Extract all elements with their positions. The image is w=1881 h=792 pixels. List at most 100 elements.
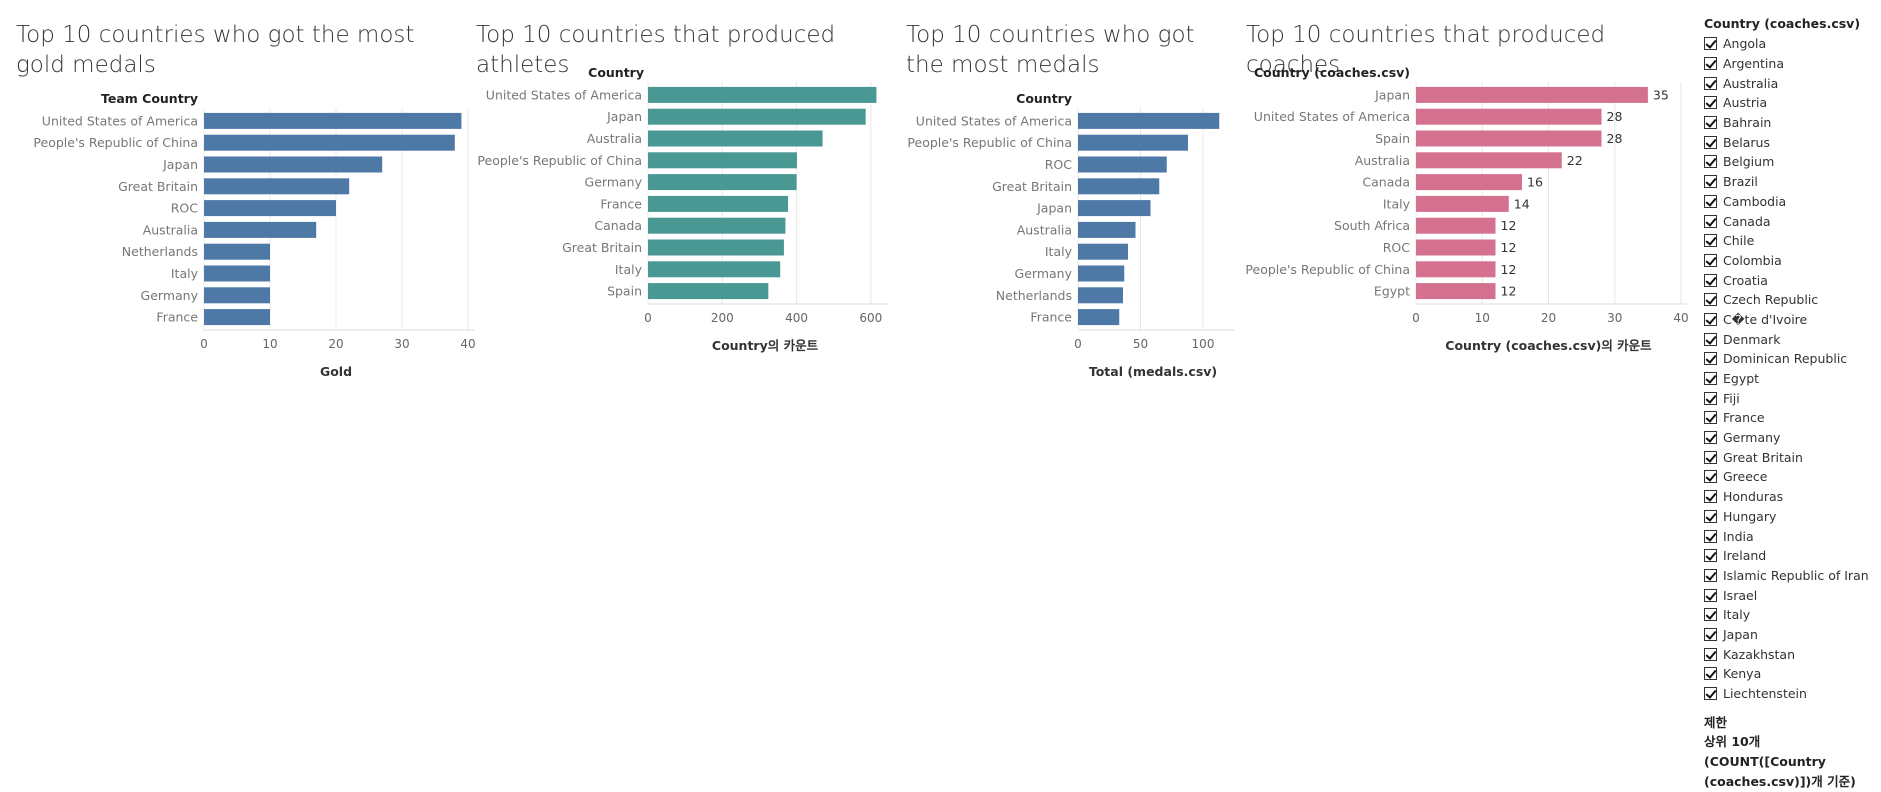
bar[interactable] (204, 178, 350, 195)
bar[interactable] (204, 243, 270, 260)
checkbox-checked-icon[interactable] (1704, 529, 1717, 543)
filter-item[interactable]: India (1704, 526, 1881, 546)
filter-item[interactable]: Kazakhstan (1704, 644, 1881, 664)
filter-item[interactable]: Cambodia (1704, 192, 1881, 212)
filter-item[interactable]: Dominican Republic (1704, 349, 1881, 369)
bar[interactable] (1078, 243, 1128, 260)
bar[interactable] (1078, 265, 1125, 282)
bar[interactable] (1078, 309, 1120, 326)
bar[interactable] (1416, 261, 1496, 278)
bar[interactable] (648, 239, 784, 256)
bar[interactable] (1416, 195, 1509, 212)
filter-item[interactable]: Australia (1704, 73, 1881, 93)
filter-item[interactable]: Israel (1704, 585, 1881, 605)
filter-item[interactable]: Colombia (1704, 251, 1881, 271)
filter-item[interactable]: Japan (1704, 625, 1881, 645)
checkbox-checked-icon[interactable] (1704, 135, 1717, 149)
checkbox-checked-icon[interactable] (1704, 155, 1717, 169)
bar[interactable] (648, 261, 781, 278)
filter-item[interactable]: Belarus (1704, 132, 1881, 152)
bar[interactable] (1416, 174, 1522, 191)
filter-item[interactable]: Fiji (1704, 388, 1881, 408)
checkbox-checked-icon[interactable] (1704, 411, 1717, 425)
bar[interactable] (204, 287, 270, 304)
bar[interactable] (1416, 239, 1496, 256)
filter-item[interactable]: Denmark (1704, 329, 1881, 349)
checkbox-checked-icon[interactable] (1704, 490, 1717, 504)
checkbox-checked-icon[interactable] (1704, 568, 1717, 582)
bar[interactable] (1078, 178, 1160, 195)
checkbox-checked-icon[interactable] (1704, 549, 1717, 563)
filter-item[interactable]: Bahrain (1704, 113, 1881, 133)
bar[interactable] (648, 217, 786, 234)
checkbox-checked-icon[interactable] (1704, 253, 1717, 267)
filter-item[interactable]: Angola (1704, 34, 1881, 54)
filter-item[interactable]: Ireland (1704, 546, 1881, 566)
filter-item[interactable]: Liechtenstein (1704, 684, 1881, 704)
bar[interactable] (1416, 86, 1648, 103)
bar[interactable] (204, 200, 336, 217)
bar[interactable] (648, 195, 789, 212)
filter-item[interactable]: Italy (1704, 605, 1881, 625)
checkbox-checked-icon[interactable] (1704, 96, 1717, 110)
bar[interactable] (1078, 156, 1167, 173)
bar[interactable] (204, 134, 455, 151)
bar[interactable] (1078, 134, 1188, 151)
checkbox-checked-icon[interactable] (1704, 57, 1717, 71)
checkbox-checked-icon[interactable] (1704, 470, 1717, 484)
filter-item[interactable]: Canada (1704, 211, 1881, 231)
filter-item[interactable]: Croatia (1704, 270, 1881, 290)
bar[interactable] (648, 283, 769, 300)
checkbox-checked-icon[interactable] (1704, 647, 1717, 661)
filter-item[interactable]: Belgium (1704, 152, 1881, 172)
checkbox-checked-icon[interactable] (1704, 332, 1717, 346)
checkbox-checked-icon[interactable] (1704, 391, 1717, 405)
checkbox-checked-icon[interactable] (1704, 214, 1717, 228)
checkbox-checked-icon[interactable] (1704, 509, 1717, 523)
checkbox-checked-icon[interactable] (1704, 352, 1717, 366)
checkbox-checked-icon[interactable] (1704, 175, 1717, 189)
filter-item[interactable]: Brazil (1704, 172, 1881, 192)
bar[interactable] (1416, 152, 1562, 169)
checkbox-checked-icon[interactable] (1704, 687, 1717, 701)
checkbox-checked-icon[interactable] (1704, 76, 1717, 90)
bar[interactable] (1078, 200, 1151, 217)
filter-item[interactable]: Germany (1704, 428, 1881, 448)
checkbox-checked-icon[interactable] (1704, 312, 1717, 326)
filter-item[interactable]: Czech Republic (1704, 290, 1881, 310)
bar[interactable] (648, 174, 797, 191)
bar[interactable] (204, 265, 270, 282)
bar[interactable] (1416, 130, 1602, 147)
checkbox-checked-icon[interactable] (1704, 293, 1717, 307)
filter-item[interactable]: Argentina (1704, 54, 1881, 74)
checkbox-checked-icon[interactable] (1704, 116, 1717, 130)
bar[interactable] (648, 86, 877, 103)
filter-item[interactable]: Islamic Republic of Iran (1704, 566, 1881, 586)
bar[interactable] (204, 156, 383, 173)
checkbox-checked-icon[interactable] (1704, 431, 1717, 445)
filter-item[interactable]: Chile (1704, 231, 1881, 251)
checkbox-checked-icon[interactable] (1704, 194, 1717, 208)
filter-item[interactable]: C�te d'Ivoire (1704, 310, 1881, 330)
filter-item[interactable]: Greece (1704, 467, 1881, 487)
bar[interactable] (1078, 221, 1136, 238)
filter-item[interactable]: Hungary (1704, 507, 1881, 527)
bar[interactable] (648, 130, 823, 147)
bar[interactable] (204, 221, 317, 238)
bar[interactable] (648, 152, 797, 169)
filter-item[interactable]: Great Britain (1704, 447, 1881, 467)
checkbox-checked-icon[interactable] (1704, 450, 1717, 464)
checkbox-checked-icon[interactable] (1704, 667, 1717, 681)
filter-item[interactable]: Kenya (1704, 664, 1881, 684)
filter-item[interactable]: Egypt (1704, 369, 1881, 389)
checkbox-checked-icon[interactable] (1704, 234, 1717, 248)
checkbox-checked-icon[interactable] (1704, 627, 1717, 641)
checkbox-checked-icon[interactable] (1704, 588, 1717, 602)
checkbox-checked-icon[interactable] (1704, 372, 1717, 386)
checkbox-checked-icon[interactable] (1704, 608, 1717, 622)
filter-item[interactable]: France (1704, 408, 1881, 428)
bar[interactable] (204, 112, 462, 129)
filter-list[interactable]: Angola Argentina Australia Austria Bahrain Be… (1704, 34, 1881, 710)
bar[interactable] (1416, 108, 1602, 125)
bar[interactable] (1078, 287, 1123, 304)
